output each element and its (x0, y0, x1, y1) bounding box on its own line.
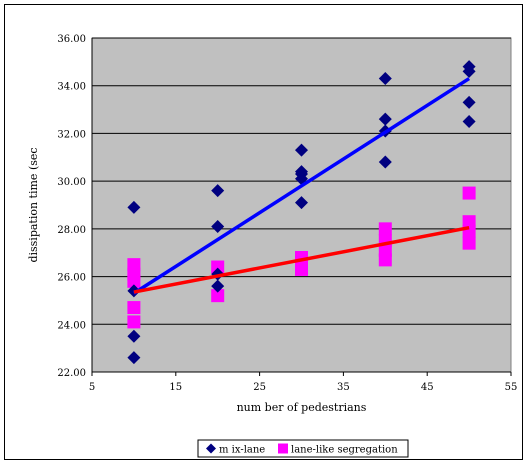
segregation-trend-line (133, 225, 470, 294)
segregation-point (211, 260, 225, 274)
mix-lane-point (378, 155, 392, 169)
mix-lane-point (127, 200, 141, 214)
y-tick-label: 32.00 (57, 129, 86, 140)
mix-lane-point (378, 72, 392, 86)
mix-lane-point (295, 196, 308, 210)
segregation-point (378, 253, 392, 267)
x-tick-label: 55 (505, 382, 518, 393)
segregation-point (127, 274, 141, 288)
mix-lane-point (462, 64, 476, 78)
mix-lane-point (127, 351, 141, 365)
mix-lane-trend-line (132, 77, 471, 295)
y-tick-labels: 22.00 24.00 26.00 28.00 30.00 32.00 34.00 36.00 (57, 34, 86, 379)
mix-lane-point (211, 184, 225, 198)
x-tick-labels: 5 15 25 35 45 55 (89, 372, 518, 393)
y-tick-label: 28.00 (57, 225, 86, 236)
x-tick-label: 5 (89, 382, 95, 393)
mix-lane-point (211, 219, 225, 233)
y-tick-label: 26.00 (57, 273, 86, 284)
x-tick-label: 35 (337, 382, 350, 393)
mix-lane-point (127, 329, 141, 343)
segregation-point (462, 186, 476, 200)
x-tick-label: 15 (169, 382, 182, 393)
y-tick-label: 22.00 (57, 368, 86, 379)
y-axis-title: dissipation time (sec (27, 147, 40, 262)
legend: m ix-lane lane-like segregation (197, 439, 409, 458)
y-tick-label: 24.00 (57, 320, 86, 331)
trend-lines (132, 77, 471, 295)
segregation-point (127, 301, 141, 315)
x-tick-label: 45 (421, 382, 434, 393)
y-tick-label: 34.00 (57, 82, 86, 93)
legend-marker-square (278, 443, 288, 454)
segregation-point (462, 224, 476, 238)
segregation-point (127, 315, 141, 329)
mix-lane-point (462, 95, 476, 109)
legend-label: m ix-lane (219, 445, 265, 456)
segregation-point (462, 236, 476, 250)
mix-lane-point (211, 279, 225, 293)
x-tick-label: 25 (253, 382, 266, 393)
legend-label: lane-like segregation (291, 445, 398, 456)
x-axis-title: num ber of pedestrians (237, 401, 367, 414)
mix-lane-point (462, 115, 476, 128)
segregation-point (378, 222, 392, 236)
legend-marker-diamond (206, 443, 216, 454)
segregation-point (295, 262, 308, 276)
y-tick-label: 36.00 (57, 34, 86, 45)
mix-lane-point (295, 143, 308, 157)
mix-lane-point (378, 112, 392, 126)
y-tick-label: 30.00 (57, 177, 86, 188)
segregation-point (211, 289, 225, 303)
legend-box (197, 439, 409, 458)
